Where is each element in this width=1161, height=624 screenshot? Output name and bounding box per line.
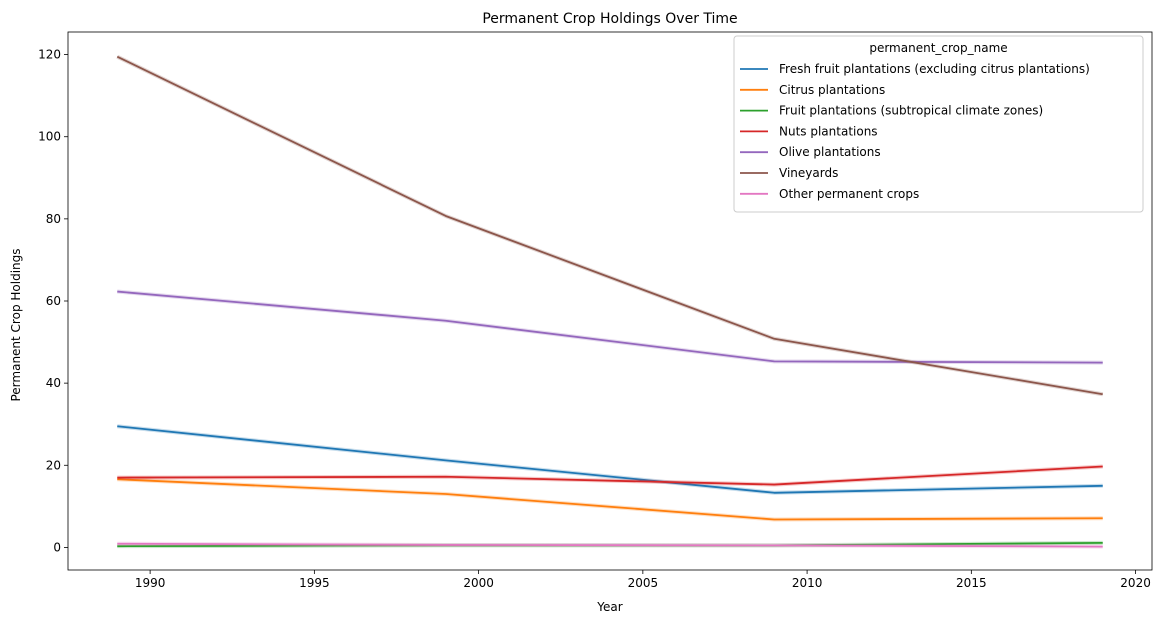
series-band-0 (117, 424, 1103, 495)
series-band-4 (117, 289, 1103, 365)
series-line-4 (117, 290, 1103, 364)
legend-label-4: Olive plantations (779, 145, 881, 159)
legend-label-3: Nuts plantations (779, 124, 878, 138)
legend-label-6: Other permanent crops (779, 187, 919, 201)
legend-title: permanent_crop_name (869, 41, 1007, 55)
x-tick-label: 2020 (1120, 576, 1151, 590)
series-line-1 (117, 478, 1103, 521)
y-tick-label: 40 (46, 376, 61, 390)
legend-items: Fresh fruit plantations (excluding citru… (740, 62, 1090, 201)
x-tick-label: 2015 (956, 576, 987, 590)
y-tick-label: 120 (38, 48, 61, 62)
series-line-6 (117, 542, 1103, 548)
y-axis-label: Permanent Crop Holdings (9, 248, 23, 401)
x-tick-label: 2005 (628, 576, 659, 590)
legend-box (733, 35, 1144, 213)
x-tick-label: 2010 (792, 576, 823, 590)
y-tick-label: 100 (38, 130, 61, 144)
legend-label-2: Fruit plantations (subtropical climate z… (779, 104, 1043, 118)
legend-label-5: Vineyards (779, 166, 838, 180)
legend-label-0: Fresh fruit plantations (excluding citru… (779, 62, 1090, 76)
x-tick-label: 1995 (299, 576, 330, 590)
axis-ticks: 1990 1995 2000 2005 2010 2015 2020 0 20 40 60 80 100… (38, 48, 1151, 590)
series-line-5 (116, 55, 1103, 396)
legend-label-1: Citrus plantations (779, 83, 885, 97)
series-line-0 (117, 425, 1103, 494)
chart-title: Permanent Crop Holdings Over Time (482, 11, 737, 27)
y-tick-label: 0 (53, 540, 61, 554)
series-line-3 (117, 465, 1103, 486)
y-tick-label: 80 (46, 212, 61, 226)
x-tick-label: 1990 (135, 576, 166, 590)
y-tick-label: 60 (46, 294, 61, 308)
x-axis-label: Year (596, 600, 622, 614)
x-tick-label: 2000 (463, 576, 494, 590)
y-tick-label: 20 (46, 458, 61, 472)
series-lines (116, 54, 1104, 549)
legend: permanent_crop_name Fresh fruit plantati… (733, 35, 1144, 213)
